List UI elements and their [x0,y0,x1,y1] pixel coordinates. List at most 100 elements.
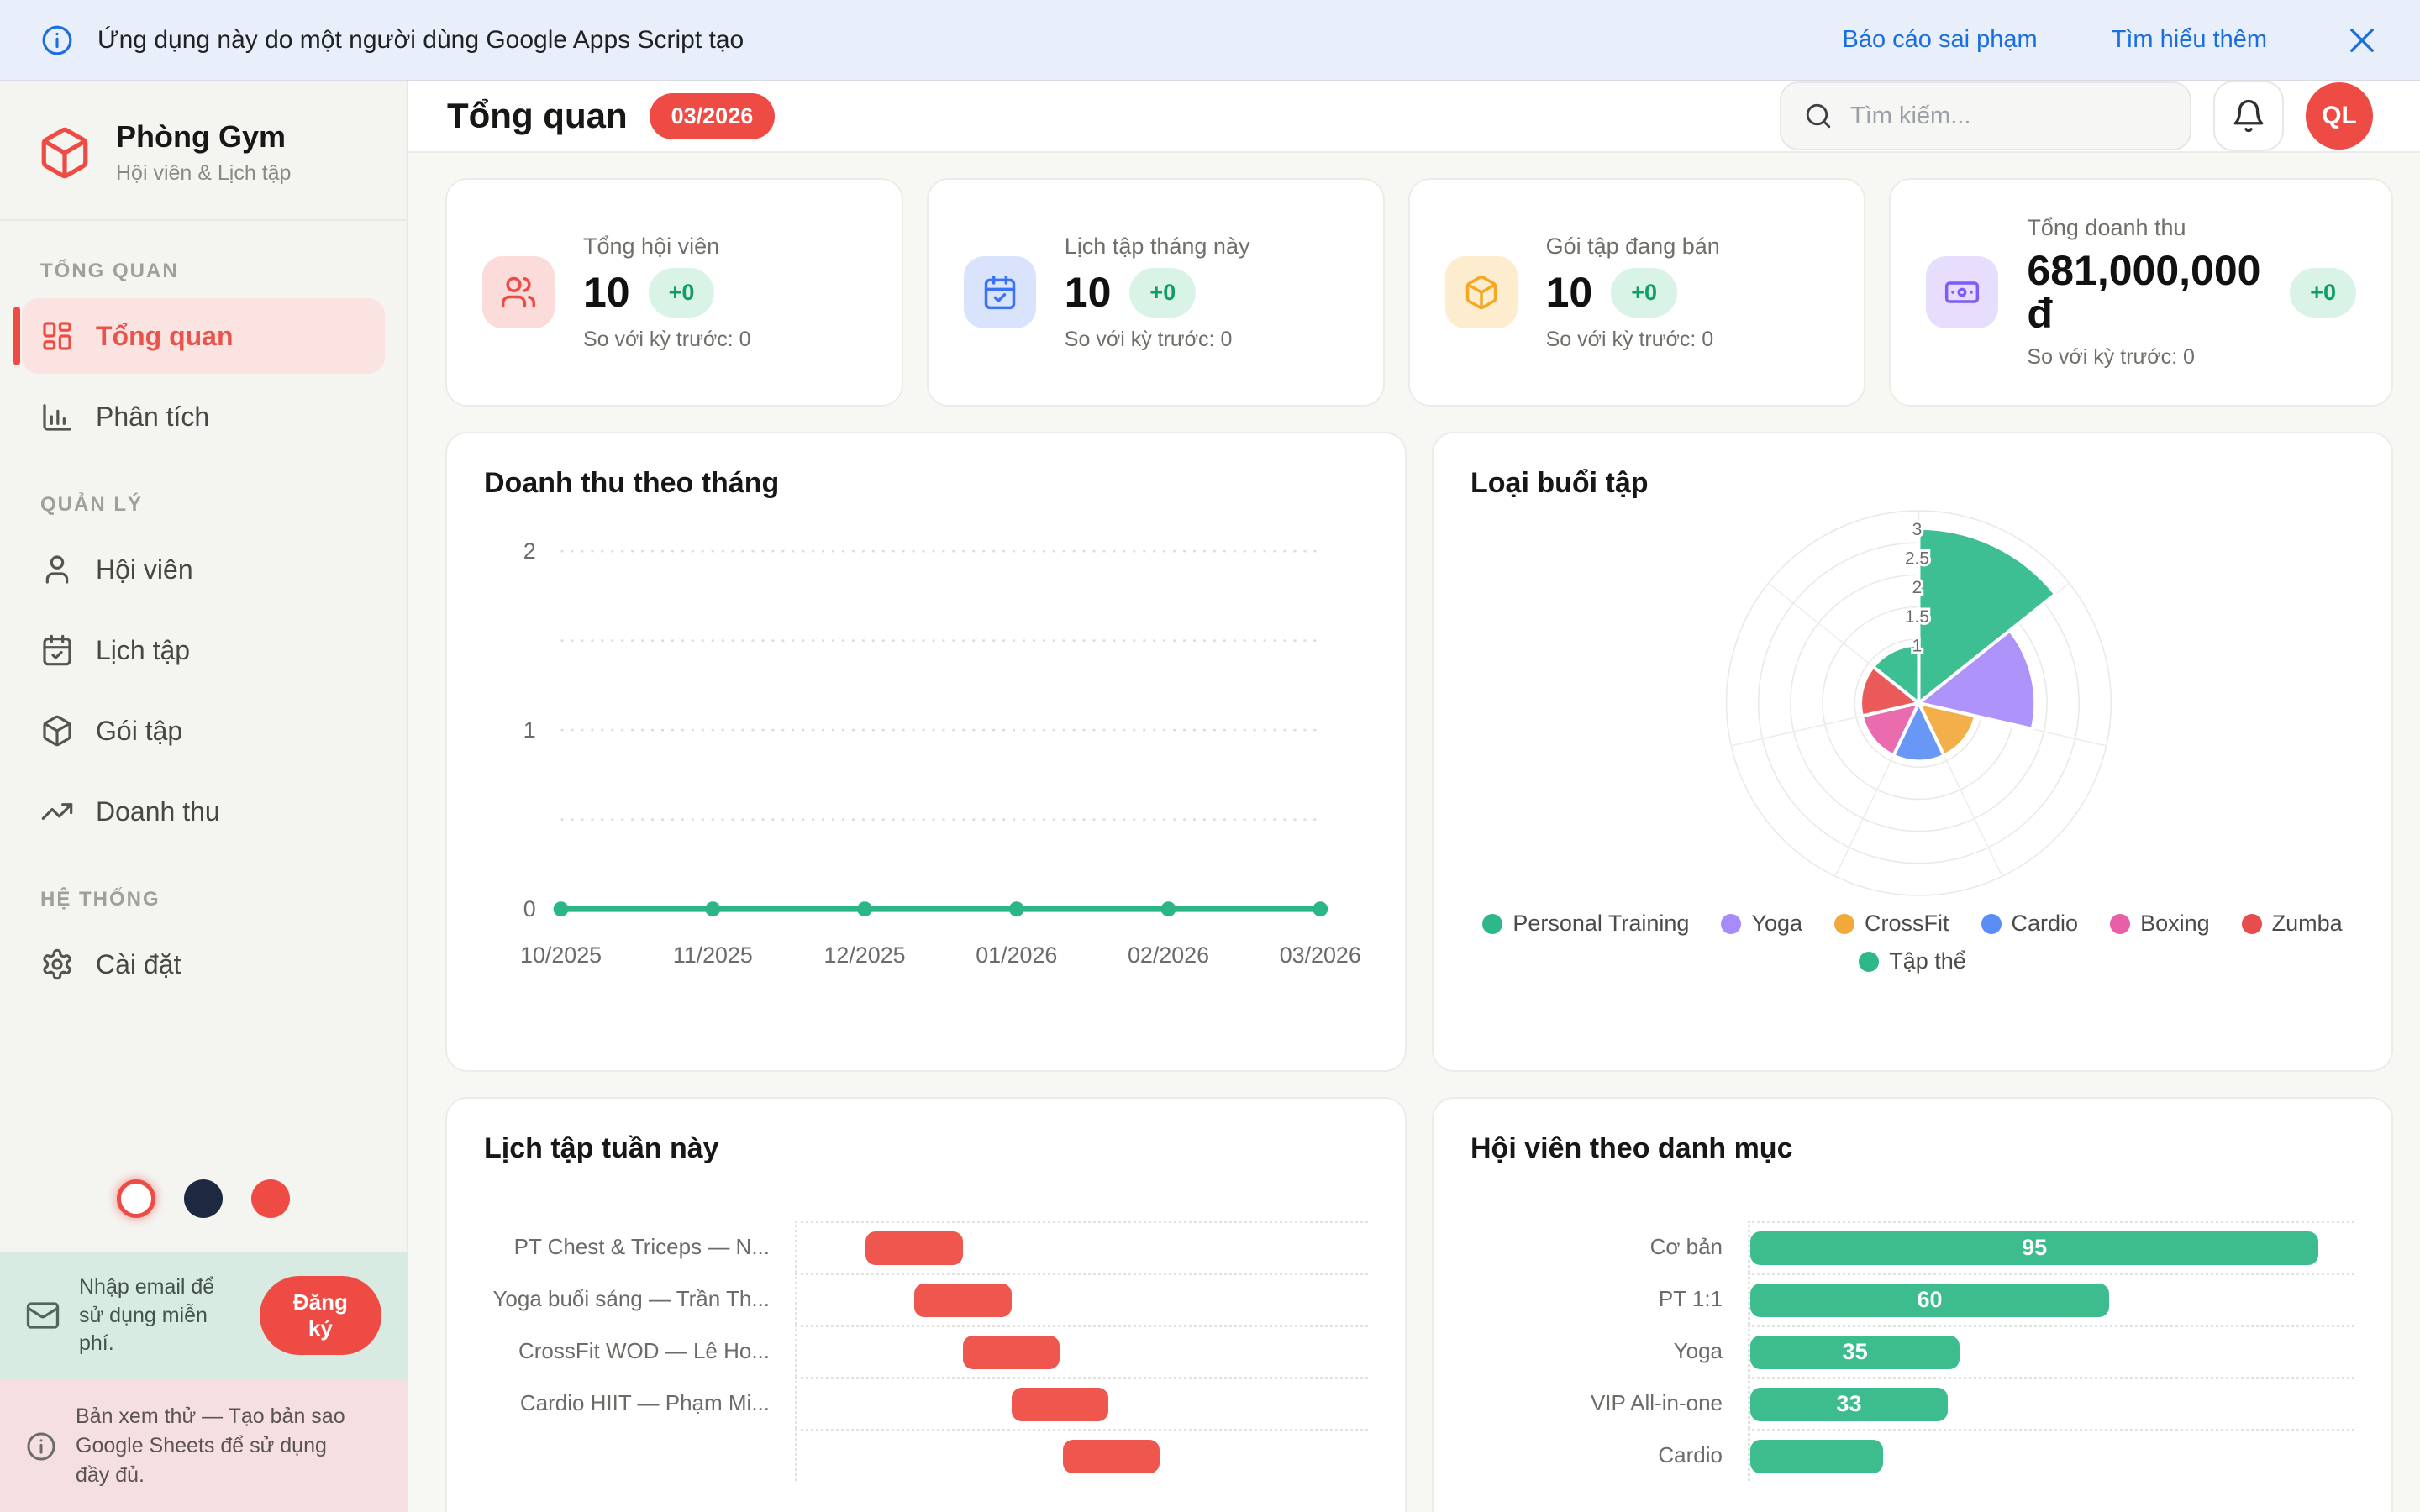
legend-item[interactable]: Cardio [1981,911,2079,937]
category-bar[interactable]: 35 [1750,1335,1960,1369]
schedule-row: CrossFit WOD — Lê Ho... [484,1325,1368,1377]
info-icon [40,24,74,57]
stat-card: Tổng hội viên 10 +0 So với kỳ trước: 0 [445,178,903,407]
learn-more-link[interactable]: Tìm hiểu thêm [2111,26,2267,53]
schedule-row-label [484,1429,795,1481]
search-input[interactable] [1850,102,2168,130]
sidebar-item-cài-đặt[interactable]: Cài đặt [22,927,385,1002]
banner-text: Ứng dụng này do một người dùng Google Ap… [97,25,744,54]
category-bar-value: 60 [1917,1287,1943,1312]
stat-subtext: So với kỳ trước: 0 [1064,327,1233,351]
svg-text:1.5: 1.5 [1905,607,1929,627]
nav-section-label: QUẢN LÝ [40,493,143,516]
info-circle-icon [25,1431,57,1462]
schedule-bar[interactable] [914,1283,1012,1317]
nav-item-label: Phân tích [96,401,210,432]
nav-item-label: Lịch tập [96,634,191,665]
legend-item[interactable]: Zumba [2241,911,2343,937]
sidebar-item-tổng-quan[interactable]: Tổng quan [13,298,385,374]
legend-label: Cardio [2011,911,2079,936]
sidebar-item-phân-tích[interactable]: Phân tích [22,379,385,454]
schedule-row-plot [795,1221,1368,1273]
stat-delta-badge: +0 [1611,267,1678,318]
notifications-button[interactable] [2213,81,2284,151]
trending-up-icon [40,795,74,828]
category-row-plot: 35 [1748,1325,2354,1377]
session-type-polar-chart: 1 1.5 2 2.5 3 [1725,510,2112,896]
mail-icon [25,1298,60,1333]
legend-item[interactable]: Tập thể [1859,948,1966,974]
nav-item-label: Hội viên [96,554,193,585]
polar-legend: Personal Training Yoga CrossFit Cardio Boxin… [1470,911,2354,974]
report-abuse-link[interactable]: Báo cáo sai phạm [1842,26,2038,53]
category-bar[interactable]: 95 [1750,1231,2319,1265]
stats-row: Tổng hội viên 10 +0 So với kỳ trước: 0 Lịch … [445,178,2393,407]
svg-text:10/2025: 10/2025 [520,942,602,968]
schedule-bar[interactable] [1011,1387,1109,1421]
schedule-row-plot [795,1273,1368,1325]
theme-swatch-2[interactable] [251,1179,290,1218]
package-icon [40,714,74,748]
weekly-schedule-gantt: PT Chest & Triceps — N... Yoga buổi sáng … [484,1221,1368,1481]
brand-name: Phòng Gym [116,119,287,154]
legend-item[interactable]: Yoga [1721,911,1802,937]
stat-card: Lịch tập tháng này 10 +0 So với kỳ trước: 0 [926,178,1385,407]
svg-text:02/2026: 02/2026 [1128,942,1209,968]
svg-text:0: 0 [523,896,536,921]
apps-script-banner: Ứng dụng này do một người dùng Google Ap… [0,0,2420,81]
stat-card: Tổng doanh thu 681,000,000 đ +0 So với kỳ t… [1889,178,2393,407]
sidebar-item-lịch-tập[interactable]: Lịch tập [22,612,385,688]
sidebar-item-gói-tập[interactable]: Gói tập [22,693,385,769]
svg-text:2.5: 2.5 [1905,549,1929,569]
close-banner-icon[interactable] [2344,23,2380,58]
category-row-label: PT 1:1 [1658,1285,1723,1311]
signup-button[interactable]: Đăng ký [259,1276,381,1356]
page-title: Tổng quan [447,96,628,135]
nav-item-label: Cài đặt [96,948,182,979]
trial-notice-box: Bản xem thử — Tạo bản sao Google Sheets … [0,1380,407,1512]
avatar[interactable]: QL [2306,82,2373,150]
category-bar[interactable] [1750,1439,1884,1473]
legend-label: Zumba [2271,911,2343,936]
legend-dot [1482,913,1503,934]
category-row-label: Cơ bản [1649,1233,1723,1259]
schedule-bar[interactable] [865,1231,963,1265]
month-badge: 03/2026 [649,92,776,139]
revenue-line-chart: 0 1 2 10/2025 11/2025 12/2025 01/2026 02/2026 03… [520,538,1361,968]
schedule-row-plot [795,1325,1368,1377]
session-type-chart-card: Loại buổi tập 1 1.5 2 2.5 3 Personal Trainin… [1432,432,2393,1072]
svg-text:2: 2 [523,538,536,564]
search-box[interactable] [1780,81,2191,150]
legend-item[interactable]: CrossFit [1834,911,1949,937]
category-row-label: VIP All-in-one [1590,1389,1723,1415]
category-row: Cơ bản 95 [1470,1221,2354,1273]
sidebar-item-hội-viên[interactable]: Hội viên [22,532,385,607]
svg-text:1: 1 [523,717,536,743]
legend-label: Boxing [2140,911,2210,936]
legend-label: Yoga [1751,911,1803,936]
legend-item[interactable]: Boxing [2110,911,2210,937]
nav-item-label: Tổng quan [96,320,234,351]
members-by-category-card: Hội viên theo danh mục Cơ bản 95 PT 1:1 60 Y… [1432,1097,2393,1512]
category-bar[interactable]: 33 [1750,1387,1948,1421]
legend-dot [2241,913,2262,934]
theme-swatches [0,1179,407,1218]
schedule-bar[interactable] [1062,1439,1160,1473]
legend-item[interactable]: Personal Training [1482,911,1689,937]
schedule-row: PT Chest & Triceps — N... [484,1221,1368,1273]
category-row-label: Yoga [1673,1337,1723,1363]
category-row: PT 1:1 60 [1470,1273,2354,1325]
svg-text:1: 1 [1912,637,1923,656]
nav-item-label: Doanh thu [96,795,220,827]
svg-text:03/2026: 03/2026 [1280,942,1361,968]
theme-swatch-1[interactable] [184,1179,223,1218]
brand: Phòng Gym Hội viên & Lịch tập [0,81,407,221]
schedule-bar[interactable] [962,1335,1060,1369]
legend-label: Tập thể [1889,948,1966,974]
category-bar-value: 35 [1842,1339,1868,1364]
theme-swatch-0[interactable] [117,1179,155,1218]
category-bar[interactable]: 60 [1750,1283,2110,1317]
stat-subtext: So với kỳ trước: 0 [583,327,751,351]
sidebar-item-doanh-thu[interactable]: Doanh thu [22,774,385,849]
schedule-row: Yoga buổi sáng — Trần Th... [484,1273,1368,1325]
